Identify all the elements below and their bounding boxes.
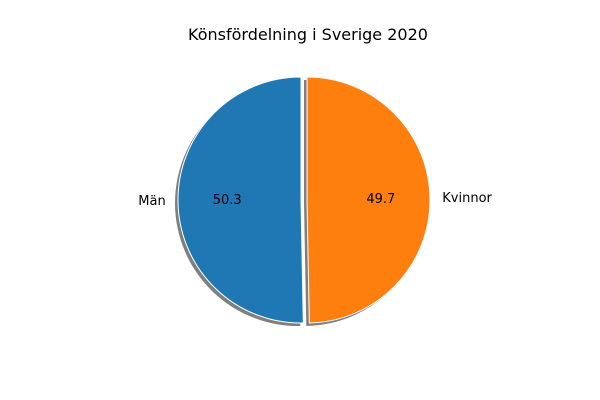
pie-slice-layer <box>177 76 431 324</box>
slice-label-kvinnor: Kvinnor <box>442 191 492 206</box>
pie-slice-kvinnor <box>306 76 431 324</box>
slice-value-label-m-n: 50.3 <box>213 193 242 208</box>
chart-title: Könsfördelning i Sverige 2020 <box>188 25 428 44</box>
slice-label-m-n: Män <box>138 194 165 209</box>
slice-value-label-kvinnor: 49.7 <box>366 192 395 207</box>
pie-slice-m-n <box>177 76 304 324</box>
pie-label-layer: Män 50.3 Kvinnor 49.7 <box>138 191 492 209</box>
